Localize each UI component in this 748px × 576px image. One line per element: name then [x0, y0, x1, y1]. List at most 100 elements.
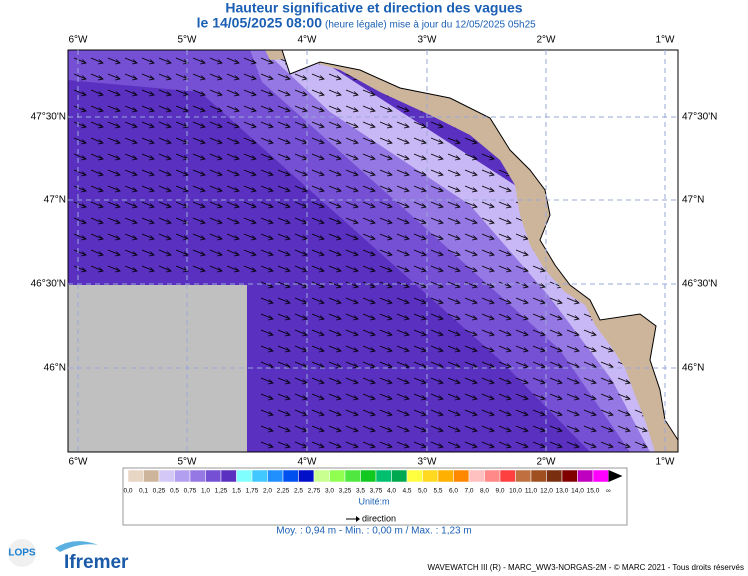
wave-arrow	[90, 121, 104, 129]
wave-arrow	[498, 393, 512, 401]
wave-arrow	[311, 329, 325, 337]
wave-arrow	[549, 313, 563, 321]
wave-arrow	[141, 217, 155, 225]
lon-label: 3°W	[418, 35, 438, 46]
wave-arrow	[413, 265, 427, 273]
wave-arrow	[481, 153, 495, 161]
wave-arrow	[209, 73, 223, 81]
wave-arrow	[107, 169, 121, 177]
wave-arrow	[413, 345, 427, 353]
ticks: 6°W 6°W 5°W 5°W 4°W 4°W 3°W 3°W 2°W 2°W 1°W 1°W 47°3…	[31, 35, 718, 468]
wave-arrow	[396, 249, 410, 257]
wave-arrow	[566, 313, 580, 321]
wave-arrow	[243, 57, 257, 65]
direction-label: direction	[362, 513, 396, 523]
legend-label: 2,25	[277, 488, 290, 495]
wave-arrow	[175, 73, 189, 81]
wave-arrow	[413, 153, 427, 161]
wave-arrow	[226, 249, 240, 257]
legend-label: 0,75	[184, 488, 197, 495]
lon-label: 5°W	[178, 457, 198, 468]
wave-arrow	[277, 265, 291, 273]
wave-arrow	[107, 217, 121, 225]
wave-arrow	[396, 233, 410, 241]
wave-arrow	[192, 73, 206, 81]
wave-arrow	[532, 425, 546, 433]
wave-arrow	[328, 169, 342, 177]
wave-arrow	[345, 441, 359, 449]
wave-arrow	[498, 249, 512, 257]
wave-arrow	[447, 137, 461, 145]
wave-arrow	[413, 393, 427, 401]
wave-arrow	[209, 153, 223, 161]
wave-arrow	[379, 201, 393, 209]
wave-arrow	[379, 217, 393, 225]
wave-arrow	[464, 201, 478, 209]
wave-arrow	[396, 377, 410, 385]
color-swatch	[313, 469, 330, 483]
wave-arrow	[447, 313, 461, 321]
wave-arrow	[362, 201, 376, 209]
wave-arrow	[277, 249, 291, 257]
wave-arrow	[328, 89, 342, 97]
wave-arrow	[158, 217, 172, 225]
wave-arrow	[209, 233, 223, 241]
wave-arrow	[158, 233, 172, 241]
wave-arrow	[481, 265, 495, 273]
ifremer-text: Ifremer	[64, 552, 129, 573]
wave-arrow	[124, 233, 138, 241]
wave-arrow	[90, 217, 104, 225]
wave-arrow	[328, 393, 342, 401]
wave-arrow	[90, 137, 104, 145]
wave-arrow	[396, 105, 410, 113]
wave-arrow	[124, 137, 138, 145]
wave-arrow	[73, 121, 87, 129]
wave-arrow	[345, 377, 359, 385]
wave-arrow	[345, 217, 359, 225]
wave-arrow	[277, 137, 291, 145]
wave-arrow	[124, 121, 138, 129]
wave-arrow	[260, 345, 274, 353]
wave-arrow	[464, 345, 478, 353]
wave-arrow	[549, 329, 563, 337]
wave-arrow	[447, 265, 461, 273]
wave-arrow	[379, 105, 393, 113]
wave-arrow	[498, 185, 512, 193]
wave-arrow	[515, 345, 529, 353]
wave-arrow	[430, 329, 444, 337]
color-swatch	[267, 469, 284, 483]
wave-arrow	[481, 217, 495, 225]
wave-arrow	[379, 409, 393, 417]
wave-arrow	[481, 249, 495, 257]
wave-arrow	[515, 377, 529, 385]
wave-arrow	[226, 185, 240, 193]
wave-arrow	[141, 169, 155, 177]
no-data	[68, 285, 247, 452]
wave-arrow	[413, 409, 427, 417]
wave-arrow	[209, 105, 223, 113]
wave-arrow	[209, 89, 223, 97]
wave-arrow	[583, 425, 597, 433]
wave-arrow	[430, 313, 444, 321]
wave-arrow	[311, 377, 325, 385]
wave-arrow	[396, 297, 410, 305]
wave-arrow	[481, 377, 495, 385]
title: Hauteur significative et direction des v…	[225, 0, 522, 16]
wave-arrow	[345, 89, 359, 97]
wave-arrow	[158, 185, 172, 193]
wave-arrow	[277, 121, 291, 129]
color-swatch	[282, 469, 299, 483]
legend-label: 0,0	[123, 488, 132, 495]
wave-arrow	[362, 377, 376, 385]
wave-arrow	[379, 137, 393, 145]
wave-arrow	[192, 121, 206, 129]
wave-arrow	[447, 297, 461, 305]
legend-label: 13,0	[556, 488, 569, 495]
legend-label: 1,5	[232, 488, 241, 495]
wave-arrow	[158, 265, 172, 273]
wave-arrow	[481, 345, 495, 353]
wave-arrow	[447, 425, 461, 433]
wave-arrow	[345, 409, 359, 417]
wave-arrow	[328, 281, 342, 289]
wave-arrow	[260, 73, 274, 81]
